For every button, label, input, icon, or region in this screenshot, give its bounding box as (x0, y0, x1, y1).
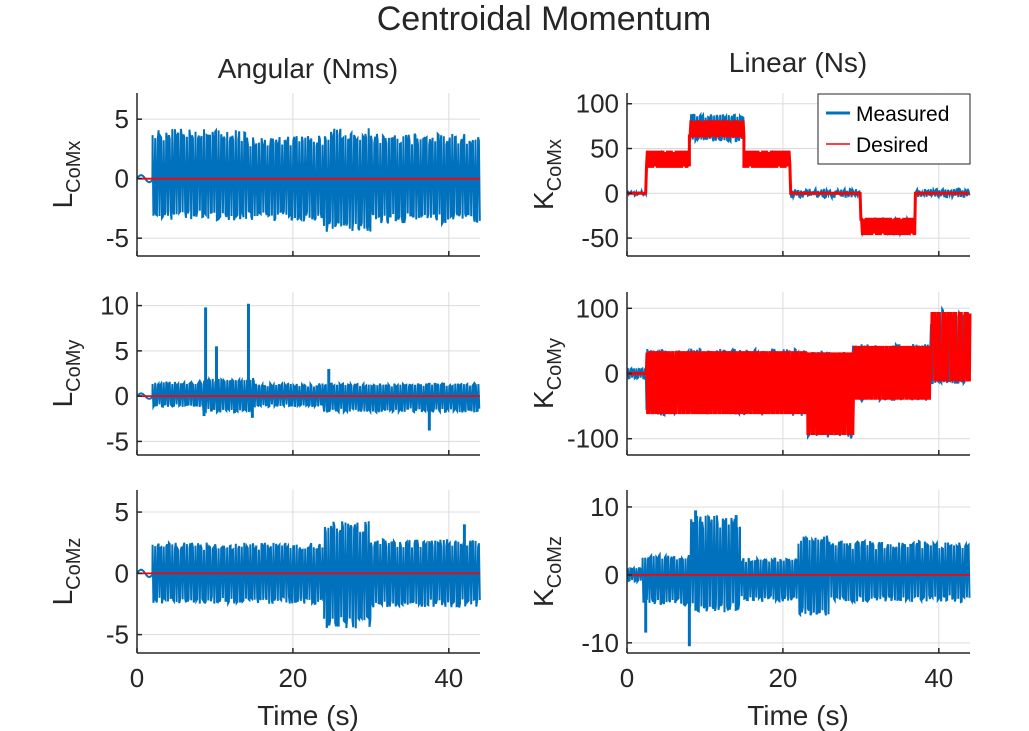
y-axis-label-KCoMy: KCoMy (528, 338, 566, 409)
y-tick-label-KCoMx: 0 (605, 178, 619, 208)
figure-title: Centroidal Momentum (377, 0, 711, 38)
legend-desired-label: Desired (856, 134, 928, 157)
y-tick-label-LCoMy: 10 (100, 291, 129, 321)
x-tick-label: 40 (924, 663, 953, 693)
y-tick-label-KCoMx: 50 (590, 134, 619, 164)
y-tick-label-KCoMy: -100 (567, 424, 619, 454)
legend-box (817, 93, 971, 165)
legend-measured-label: Measured (856, 103, 949, 126)
angular-column-title: Angular (Nms) (218, 53, 398, 84)
y-tick-label-LCoMx: 5 (115, 104, 129, 134)
x-tick-label: 40 (434, 663, 463, 693)
series-measured-LCoMz (136, 521, 481, 629)
y-axis-label-KCoMx: KCoMx (528, 139, 566, 210)
y-tick-label-KCoMz: 0 (605, 560, 619, 590)
x-axis-label-left: Time (s) (257, 700, 359, 731)
series-measured-LCoMy (136, 375, 481, 416)
x-tick-label: 20 (278, 663, 307, 693)
y-axis-label-LCoMx: LCoMx (47, 141, 85, 209)
y-tick-label-LCoMy: -5 (106, 426, 129, 456)
y-tick-label-KCoMz: -10 (581, 628, 619, 658)
series-measured-KCoMz (626, 514, 971, 618)
y-tick-label-KCoMz: 10 (590, 492, 619, 522)
y-tick-label-LCoMz: -5 (106, 620, 129, 650)
y-tick-label-LCoMx: -5 (106, 223, 129, 253)
y-tick-label-LCoMz: 0 (115, 558, 129, 588)
x-tick-label: 20 (768, 663, 797, 693)
y-tick-label-KCoMx: 100 (576, 89, 619, 119)
y-tick-label-LCoMz: 5 (115, 497, 129, 527)
y-tick-label-KCoMy: 100 (576, 293, 619, 323)
linear-column-title: Linear (Ns) (729, 47, 867, 78)
series-measured-LCoMx (136, 127, 481, 232)
x-axis-label-right: Time (s) (747, 700, 849, 731)
y-tick-label-LCoMx: 0 (115, 164, 129, 194)
x-tick-label: 0 (620, 663, 634, 693)
x-tick-label: 0 (130, 663, 144, 693)
y-tick-label-LCoMy: 5 (115, 336, 129, 366)
legend: Measured Desired (817, 93, 971, 165)
series-desired-KCoMy (627, 312, 972, 435)
series-desired-KCoMx (627, 120, 970, 236)
y-axis-label-KCoMz: KCoMz (528, 536, 566, 607)
y-tick-label-LCoMy: 0 (115, 381, 129, 411)
y-axis-label-LCoMy: LCoMy (47, 340, 85, 408)
y-tick-label-KCoMy: 0 (605, 359, 619, 389)
y-axis-label-LCoMz: LCoMz (47, 538, 85, 606)
y-tick-label-KCoMx: -50 (581, 223, 619, 253)
